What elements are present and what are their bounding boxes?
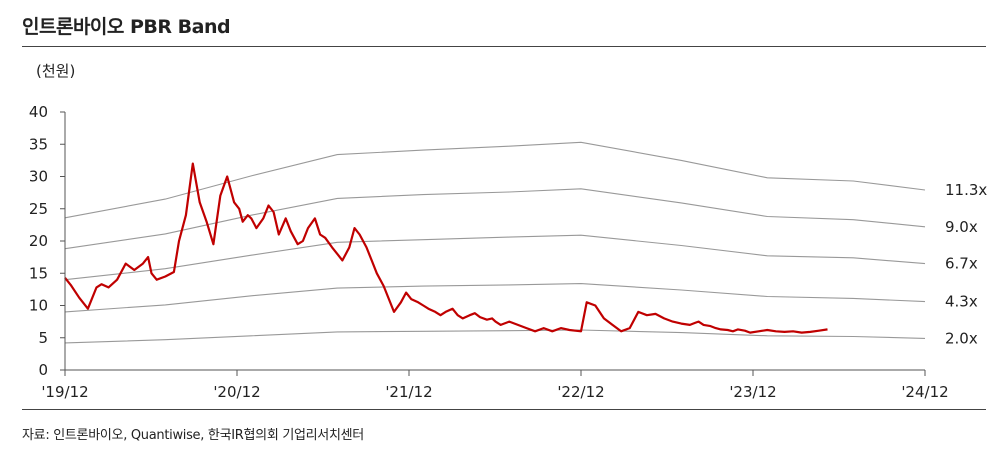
band-line-3 [64,283,926,313]
y-tick-label: 15 [29,264,48,282]
band-line-0 [64,141,926,219]
band-label: 4.3x [945,293,978,311]
title-divider [22,46,986,47]
y-tick-label: 35 [29,135,48,153]
x-tick-label: '19/12 [41,383,88,401]
band-line-2 [64,234,926,281]
y-tick-label: 30 [29,168,48,186]
y-tick-label: 10 [29,297,48,315]
x-tick-label: '21/12 [385,383,432,401]
y-unit-label: (천원) [36,62,75,80]
axes: 0 5 10 15 20 25 30 35 40 '19/12 '20/12 '21/12 '22/12… [29,103,949,401]
source-note: 자료: 인트론바이오, Quantiwise, 한국IR협의회 기업리서치센터 [22,428,364,443]
y-tick-label: 0 [38,361,48,379]
x-tick-label: '23/12 [729,383,776,401]
x-tick-label: '20/12 [213,383,260,401]
band-lines [64,141,926,344]
band-label: 9.0x [945,218,978,236]
source-divider [22,409,986,410]
band-label: 2.0x [945,329,978,347]
band-line-4 [64,329,926,344]
x-tick-label: '22/12 [557,383,604,401]
band-line-1 [64,188,926,250]
pbr-band-chart: (천원) 0 5 10 15 20 25 30 35 40 '19/12 '20/12 '21/12 '… [29,62,987,401]
page-title: 인트론바이오 PBR Band [22,16,231,38]
band-label: 6.7x [945,255,978,273]
price-line-group [64,162,828,334]
y-tick-label: 5 [38,329,48,347]
y-tick-label: 25 [29,200,48,218]
x-tick-label: '24/12 [901,383,948,401]
price-line [64,162,828,334]
band-label: 11.3x [945,181,987,199]
band-labels: 11.3x 9.0x 6.7x 4.3x 2.0x [945,181,987,347]
y-tick-label: 40 [29,103,48,121]
y-tick-label: 20 [29,232,48,250]
